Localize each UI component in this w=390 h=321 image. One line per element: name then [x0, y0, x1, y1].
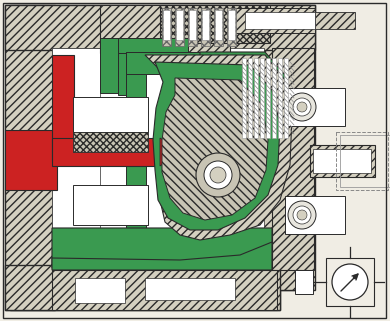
- Polygon shape: [10, 5, 310, 310]
- Bar: [162, 8, 171, 46]
- Bar: [215, 10, 222, 40]
- Bar: [5, 5, 55, 310]
- Circle shape: [297, 210, 307, 220]
- Polygon shape: [210, 162, 229, 190]
- Bar: [52, 55, 74, 160]
- Polygon shape: [153, 62, 280, 230]
- Bar: [100, 5, 230, 53]
- Bar: [272, 48, 314, 270]
- Bar: [202, 10, 209, 40]
- Bar: [266, 58, 270, 138]
- Circle shape: [204, 161, 232, 189]
- Bar: [73, 185, 148, 225]
- Circle shape: [353, 275, 357, 279]
- Circle shape: [288, 93, 316, 121]
- Circle shape: [210, 167, 226, 183]
- Polygon shape: [162, 78, 268, 220]
- Bar: [100, 38, 118, 93]
- Bar: [272, 58, 276, 138]
- Polygon shape: [211, 162, 230, 191]
- Bar: [73, 97, 148, 132]
- Bar: [73, 132, 148, 152]
- Circle shape: [288, 201, 316, 229]
- Bar: [126, 52, 246, 74]
- Bar: [230, 8, 315, 33]
- Bar: [313, 149, 371, 173]
- Bar: [5, 130, 57, 190]
- Bar: [295, 270, 313, 294]
- Bar: [52, 138, 162, 166]
- Bar: [160, 5, 270, 43]
- Bar: [242, 58, 246, 138]
- Bar: [118, 53, 126, 95]
- Bar: [5, 265, 280, 310]
- Bar: [278, 58, 282, 138]
- Bar: [340, 135, 390, 187]
- Bar: [227, 8, 236, 46]
- Bar: [75, 278, 125, 303]
- Polygon shape: [52, 242, 272, 270]
- Bar: [145, 278, 235, 300]
- Bar: [52, 48, 100, 268]
- Polygon shape: [52, 228, 272, 270]
- Bar: [126, 52, 146, 232]
- Polygon shape: [145, 55, 292, 240]
- Bar: [118, 38, 188, 53]
- Bar: [176, 10, 183, 40]
- Bar: [315, 12, 355, 29]
- Bar: [285, 196, 345, 234]
- Circle shape: [293, 206, 311, 224]
- Bar: [52, 48, 264, 270]
- Bar: [175, 8, 184, 46]
- Bar: [285, 88, 345, 126]
- Polygon shape: [213, 163, 228, 193]
- Bar: [201, 8, 210, 46]
- Bar: [260, 58, 264, 138]
- Bar: [326, 258, 374, 306]
- Bar: [52, 228, 272, 258]
- Circle shape: [293, 98, 311, 116]
- Polygon shape: [216, 165, 224, 193]
- Polygon shape: [160, 138, 180, 166]
- Bar: [245, 12, 315, 29]
- Bar: [228, 10, 235, 40]
- Bar: [254, 58, 258, 138]
- Polygon shape: [215, 164, 226, 193]
- Circle shape: [297, 102, 307, 112]
- Bar: [214, 8, 223, 46]
- Bar: [336, 132, 388, 190]
- Bar: [248, 58, 252, 138]
- Bar: [52, 270, 277, 310]
- Polygon shape: [212, 163, 228, 192]
- Bar: [284, 58, 288, 138]
- Polygon shape: [214, 164, 226, 193]
- Polygon shape: [200, 52, 290, 150]
- Circle shape: [332, 264, 368, 300]
- Bar: [188, 8, 197, 46]
- Bar: [163, 10, 170, 40]
- Bar: [260, 5, 315, 290]
- Circle shape: [196, 153, 240, 197]
- Bar: [5, 5, 315, 50]
- Bar: [310, 145, 375, 177]
- Bar: [189, 10, 196, 40]
